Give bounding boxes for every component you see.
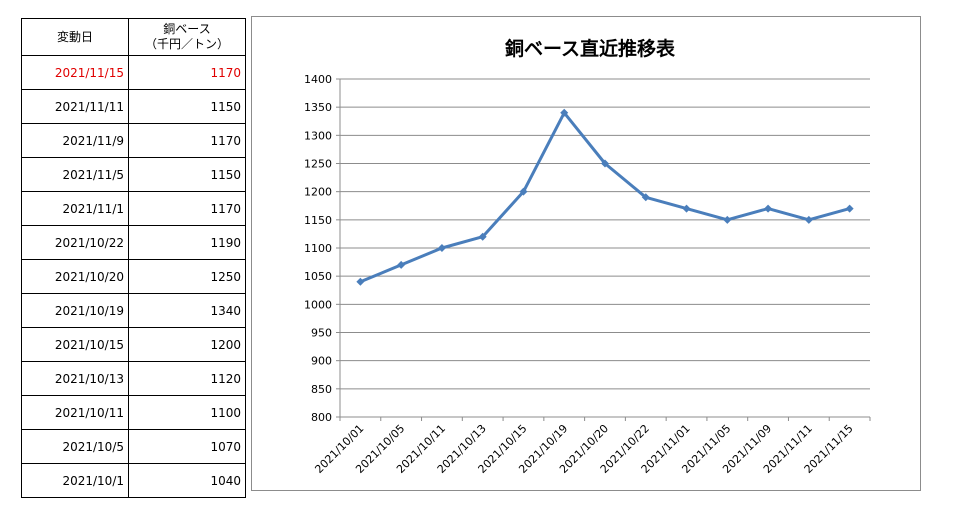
row-value: 1170 (128, 191, 246, 226)
row-value: 1170 (128, 55, 246, 90)
y-tick-label: 1350 (304, 101, 332, 114)
y-tick-label: 1000 (304, 298, 332, 311)
data-point (397, 260, 406, 269)
row-date: 2021/10/22 (21, 225, 129, 260)
header-price-line1: 銅ベース (163, 22, 211, 36)
table-row: 2021/10/11 1100 (21, 395, 246, 430)
data-point (519, 187, 528, 196)
table-row: 2021/10/22 1190 (21, 225, 246, 260)
table-row: 2021/11/15 1170 (21, 55, 246, 90)
row-value: 1250 (128, 259, 246, 294)
table-row: 2021/10/13 1120 (21, 361, 246, 396)
table-row: 2021/10/1 1040 (21, 463, 246, 498)
header-price: 銅ベース （千円／トン） (128, 18, 246, 56)
chart-svg: 銅ベース直近推移表 800 850 900 950 1000 1050 1100 1150 12… (304, 37, 871, 476)
row-value: 1200 (128, 327, 246, 362)
row-date: 2021/10/5 (21, 429, 129, 464)
row-value: 1150 (128, 157, 246, 192)
y-tick-label: 850 (311, 383, 332, 396)
data-point (804, 215, 813, 224)
table-row: 2021/10/5 1070 (21, 429, 246, 464)
row-value: 1170 (128, 123, 246, 158)
data-point (845, 204, 854, 213)
data-point (478, 232, 487, 241)
header-price-line2: （千円／トン） (144, 37, 229, 51)
y-tick-label: 1050 (304, 270, 332, 283)
price-table: 変動日 銅ベース （千円／トン） 2021/11/15 1170 2021/11/1… (21, 18, 246, 498)
row-date: 2021/10/20 (21, 259, 129, 294)
row-date: 2021/10/15 (21, 327, 129, 362)
table-row: 2021/11/9 1170 (21, 123, 246, 158)
row-date: 2021/11/5 (21, 157, 129, 192)
series-line (359, 111, 851, 284)
chart-title: 銅ベース直近推移表 (505, 37, 676, 60)
row-date: 2021/11/15 (21, 55, 129, 90)
data-point (560, 108, 569, 117)
table-row: 2021/11/11 1150 (21, 89, 246, 124)
row-value: 1040 (128, 463, 246, 498)
data-point (723, 215, 732, 224)
row-date: 2021/11/11 (21, 89, 129, 124)
table-row: 2021/10/19 1340 (21, 293, 246, 328)
row-date: 2021/10/1 (21, 463, 129, 498)
y-tick-label: 900 (311, 355, 332, 368)
row-date: 2021/10/13 (21, 361, 129, 396)
data-point (356, 277, 365, 286)
table-row: 2021/11/5 1150 (21, 157, 246, 192)
data-point (641, 193, 650, 202)
table-row: 2021/10/20 1250 (21, 259, 246, 294)
line-chart: 銅ベース直近推移表 800 850 900 950 1000 1050 1100 1150 12… (251, 16, 921, 491)
y-tick-label: 950 (311, 327, 332, 340)
data-point (437, 244, 446, 252)
row-date: 2021/10/11 (21, 395, 129, 430)
y-tick-label: 800 (311, 411, 332, 424)
row-value: 1070 (128, 429, 246, 464)
y-tick-label: 1300 (304, 129, 332, 142)
table-header-row: 変動日 銅ベース （千円／トン） (21, 18, 246, 56)
row-value: 1190 (128, 225, 246, 260)
row-value: 1340 (128, 293, 246, 328)
data-point (682, 204, 691, 213)
row-date: 2021/11/9 (21, 123, 129, 158)
data-point (601, 159, 609, 168)
y-tick-label: 1100 (304, 242, 332, 255)
table-row: 2021/11/1 1170 (21, 191, 246, 226)
row-date: 2021/11/1 (21, 191, 129, 226)
y-tick-label: 1250 (304, 158, 332, 171)
row-value: 1150 (128, 89, 246, 124)
data-point (764, 204, 773, 213)
row-value: 1100 (128, 395, 246, 430)
header-date: 変動日 (21, 18, 129, 56)
y-tick-label: 1200 (304, 186, 332, 199)
y-tick-label: 1400 (304, 73, 332, 86)
table-row: 2021/10/15 1200 (21, 327, 246, 362)
row-value: 1120 (128, 361, 246, 396)
row-date: 2021/10/19 (21, 293, 129, 328)
y-tick-label: 1150 (304, 214, 332, 227)
